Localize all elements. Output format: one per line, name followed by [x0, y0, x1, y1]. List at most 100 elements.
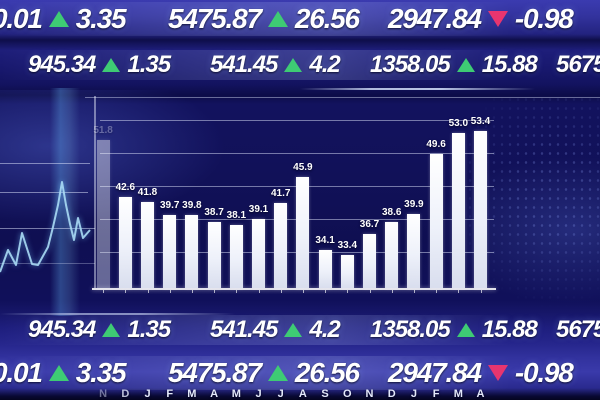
axis-tick [391, 290, 393, 293]
axis-tick [169, 290, 171, 293]
bar-D [385, 222, 399, 288]
bar-chart: 51.8 42.6 41.8 39.7 39.8 38.7 38.1 39.1 41.7 45.9… [92, 96, 496, 400]
bar-value-label: 42.6 [115, 182, 136, 194]
bar-J [252, 219, 265, 288]
month-label: A [210, 388, 219, 400]
bar-M [451, 133, 465, 288]
ticker-change: 4.2 [309, 51, 340, 78]
month-label: J [277, 388, 284, 400]
bar-J [274, 203, 288, 288]
bar-plot: 51.8 42.6 41.8 39.7 39.8 38.7 38.1 39.1 41.7 45.9… [92, 96, 494, 293]
month-label: N [365, 388, 374, 400]
month-label: F [432, 388, 440, 400]
down-triangle-icon [487, 11, 508, 27]
bar-F [163, 215, 177, 288]
ticker-item: 541.45 4.2 [210, 315, 341, 345]
bar-value-label: 53.4 [470, 115, 491, 127]
bar-M [229, 225, 243, 288]
bar-value-label: 39.9 [404, 199, 424, 211]
ticker-item: 5675 [556, 315, 600, 345]
bar-value-label: 49.6 [426, 139, 446, 151]
up-triangle-icon [284, 323, 303, 337]
ticker-item: 945.34 1.35 [28, 315, 171, 345]
axis-tick [191, 290, 193, 293]
axis-tick [458, 290, 460, 293]
sparkline-chart [0, 181, 91, 273]
month-label: A [298, 388, 307, 400]
bar-M [185, 214, 199, 288]
ticker-value: 0.01 [0, 3, 43, 34]
axis-tick [369, 290, 371, 293]
bar-A [296, 177, 310, 288]
month-label: J [144, 388, 151, 400]
bar-value-label: 51.8 [93, 125, 113, 137]
axis-tick [103, 290, 105, 293]
axis-tick [147, 290, 149, 293]
ticker-change: 26.56 [294, 3, 360, 34]
bar-A [207, 221, 221, 288]
axis-tick [325, 290, 327, 293]
ticker-item: 945.34 1.35 [28, 50, 171, 80]
ticker-item: 5675 [556, 50, 600, 80]
ticker-change: 4.2 [309, 316, 340, 343]
month-label: M [231, 388, 241, 400]
bar-value-label: 38.1 [226, 210, 247, 222]
bar-J [141, 202, 154, 288]
ticker-change: 1.35 [127, 51, 171, 78]
ticker-item: 2947.84 -0.98 [388, 356, 574, 390]
axis-tick [125, 290, 127, 293]
axis-tick [347, 290, 349, 293]
ticker-change: -0.98 [514, 357, 574, 388]
bar-D [118, 197, 132, 288]
month-label: O [343, 388, 352, 400]
bar-value-label: 38.7 [204, 206, 224, 218]
ticker-value: 541.45 [210, 316, 278, 343]
ticker-change: 15.88 [481, 316, 538, 343]
ticker-value: 945.34 [28, 316, 96, 343]
axis-tick [258, 290, 260, 293]
month-label: S [321, 388, 329, 400]
bar-S [318, 250, 332, 288]
y-axis-line [94, 96, 96, 288]
up-triangle-icon [48, 365, 69, 381]
up-triangle-icon [456, 58, 475, 72]
month-label: J [410, 388, 417, 400]
bar-N [96, 140, 110, 288]
bar-A [474, 130, 487, 288]
month-label: N [99, 388, 108, 400]
ticker-value: 1358.05 [370, 316, 451, 343]
up-triangle-icon [48, 11, 69, 27]
down-triangle-icon [487, 365, 508, 381]
ticker-change: 15.88 [481, 51, 538, 78]
bar-N [363, 234, 376, 288]
gridline [100, 120, 494, 121]
ticker-item: 1358.05 15.88 [370, 50, 538, 80]
ticker-change: -0.98 [514, 3, 574, 34]
axis-tick [214, 290, 216, 293]
ticker-item: 0.01 3.35 [0, 2, 127, 36]
up-triangle-icon [267, 11, 288, 27]
bar-value-label: 36.7 [359, 219, 380, 231]
bar-value-label: 41.7 [270, 188, 291, 200]
ticker-value: 2947.84 [388, 357, 482, 388]
axis-tick [480, 290, 482, 293]
ticker-change: 26.56 [294, 357, 360, 388]
axis-tick [236, 290, 238, 293]
month-label: A [476, 388, 485, 400]
month-label: M [187, 388, 197, 400]
bar-value-label: 53.0 [448, 118, 469, 129]
ticker-value: 2947.84 [388, 3, 482, 34]
highlight-streak [300, 88, 535, 90]
up-triangle-icon [456, 323, 475, 337]
bar-value-label: 45.9 [293, 162, 313, 174]
ticker-value: 5675 [556, 51, 600, 78]
vertical-light-band [50, 88, 80, 316]
left-gridline [0, 163, 90, 164]
ticker-value: 5675 [556, 316, 600, 343]
ticker-value: 0.01 [0, 357, 43, 388]
month-label: F [166, 388, 174, 400]
up-triangle-icon [102, 58, 121, 72]
ticker-value: 1358.05 [370, 51, 451, 78]
ticker-item: 1358.05 15.88 [370, 315, 538, 345]
